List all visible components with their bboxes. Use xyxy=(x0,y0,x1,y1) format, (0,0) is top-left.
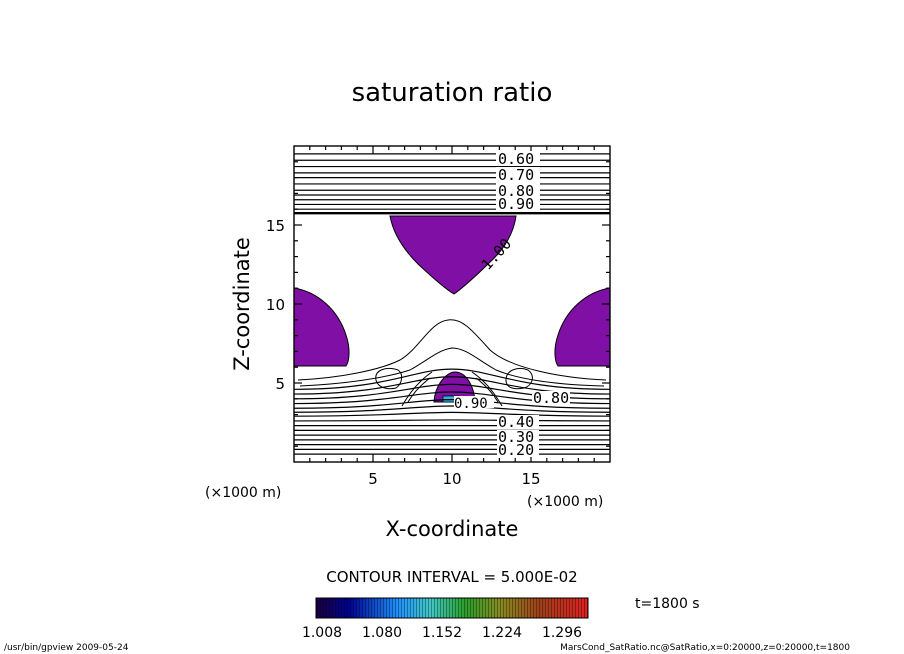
contour-line xyxy=(294,376,610,395)
shade-region-upper xyxy=(389,215,517,295)
contour-label: 0.80 xyxy=(498,182,534,200)
plot-frame xyxy=(293,145,611,463)
x-axis-label: X-coordinate xyxy=(386,517,519,541)
contour-interval-label: CONTOUR INTERVAL = 5.000E-02 xyxy=(326,568,577,586)
shade-region-right xyxy=(554,287,610,367)
colorbar-tick: 1.152 xyxy=(422,625,462,641)
plot-area xyxy=(294,153,610,455)
contour-line xyxy=(294,419,610,422)
contour-label: 0.60 xyxy=(498,150,534,168)
chart-title: saturation ratio xyxy=(352,78,553,108)
x-tick-label: 15 xyxy=(521,470,540,488)
colorbar-tick: 1.296 xyxy=(542,625,582,641)
y-tick-label: 10 xyxy=(266,296,285,314)
contour-label: 0.90 xyxy=(498,195,534,213)
shade-region-left xyxy=(294,287,350,367)
contour-label: 0.90 xyxy=(454,396,488,412)
contour-labels-upper: 0.60 0.70 0.80 0.90 1.00 xyxy=(478,150,540,274)
shade-region-center xyxy=(433,371,476,403)
x-tick-label: 5 xyxy=(368,470,378,488)
contour-label: 0.70 xyxy=(498,166,534,184)
contour-line xyxy=(294,411,610,417)
y-axis-label: Z-coordinate xyxy=(230,237,254,371)
contour-label: 0.80 xyxy=(533,389,569,407)
contour-label: 0.20 xyxy=(498,441,534,459)
contour-labels-lower: 0.90 0.80 0.30 0.20 0.40 xyxy=(454,389,570,459)
axis-ticks xyxy=(294,146,610,462)
footer-left: /usr/bin/gpview 2009-05-24 xyxy=(4,643,129,653)
z-unit-label: (×1000 m) xyxy=(205,485,281,501)
y-tick-label: 15 xyxy=(266,217,285,235)
x-unit-label: (×1000 m) xyxy=(527,494,603,510)
lower-contour-lines xyxy=(294,368,610,455)
upper-contour-lines xyxy=(294,153,610,215)
time-label: t=1800 s xyxy=(635,596,700,612)
bell-contours xyxy=(297,319,607,407)
colorbar-tick: 1.080 xyxy=(362,625,402,641)
contour-label: 0.30 xyxy=(498,428,534,446)
colorbar-tick: 1.224 xyxy=(482,625,522,641)
y-tick-label: 5 xyxy=(275,375,285,393)
footer-right: MarsCond_SatRatio.nc@SatRatio,x=0:20000,… xyxy=(560,643,850,653)
colorbar-tick: 1.008 xyxy=(302,625,342,641)
contour-line xyxy=(294,368,610,390)
contour-line xyxy=(294,405,610,413)
contour-label: 0.40 xyxy=(498,413,534,431)
colorbar: 1.008 1.080 1.152 1.224 1.296 xyxy=(302,597,589,641)
x-tick-label: 10 xyxy=(442,470,461,488)
contour-line xyxy=(294,399,610,409)
